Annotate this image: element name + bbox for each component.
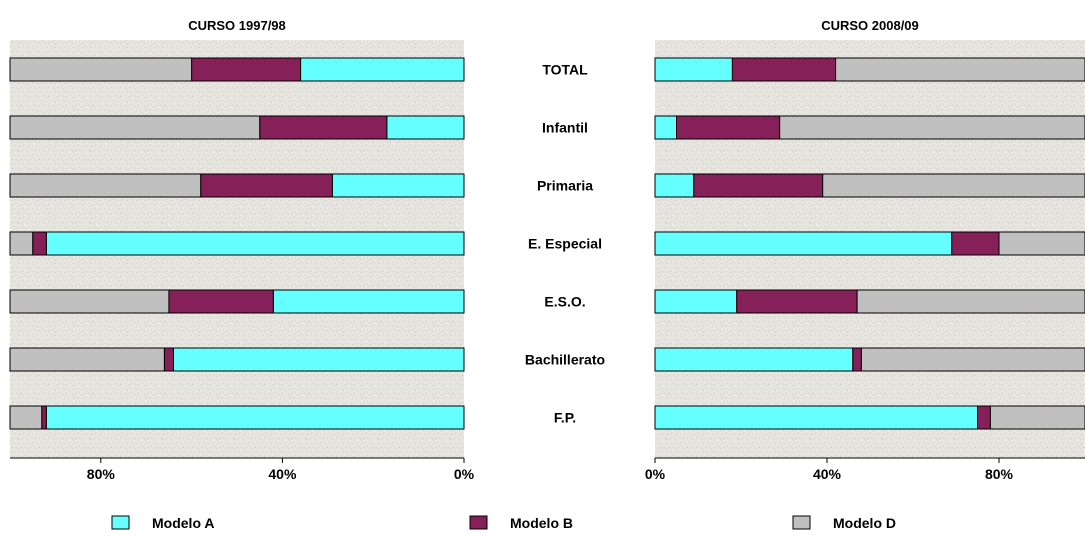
bar-modelo-d-f-p bbox=[9, 405, 43, 430]
bar-modelo-d-primaria bbox=[9, 173, 202, 198]
chart-title: CURSO 2008/09 bbox=[821, 18, 919, 33]
chart-panel-2: CURSO 2008/09 0% 40% 80% bbox=[645, 18, 1085, 482]
bar-modelo-a-infantil bbox=[654, 115, 677, 140]
bar-modelo-a-e-especial bbox=[45, 231, 465, 256]
tick-label: 0% bbox=[454, 466, 475, 482]
legend-label-modelo-d: Modelo D bbox=[833, 515, 896, 531]
bar-modelo-a-total bbox=[300, 57, 465, 82]
bar-modelo-b-primaria bbox=[200, 173, 333, 198]
bar-modelo-a-e-especial bbox=[654, 231, 953, 256]
bar-modelo-d-f-p bbox=[989, 405, 1085, 430]
category-labels: TOTAL Infantil Primaria E. Especial E.S.O. Ba… bbox=[525, 62, 605, 426]
bar-modelo-a-e-s-o bbox=[272, 289, 465, 314]
bar-modelo-b-primaria bbox=[693, 173, 824, 198]
category-label-total: TOTAL bbox=[542, 62, 588, 78]
legend-swatch-modelo-b bbox=[469, 515, 488, 530]
bar-modelo-a-e-s-o bbox=[654, 289, 738, 314]
bar-modelo-d-e-especial bbox=[998, 231, 1085, 256]
bar-modelo-d-total bbox=[835, 57, 1085, 82]
bar-modelo-d-e-s-o bbox=[856, 289, 1085, 314]
category-label-primaria: Primaria bbox=[537, 178, 593, 194]
bar-modelo-a-primaria bbox=[331, 173, 465, 198]
legend-swatch-modelo-d bbox=[792, 515, 811, 530]
bar-modelo-b-bachillerato bbox=[852, 347, 862, 372]
bar-modelo-b-bachillerato bbox=[163, 347, 174, 372]
chart-title: CURSO 1997/98 bbox=[188, 18, 286, 33]
tick-label: 40% bbox=[813, 466, 842, 482]
bar-modelo-b-total bbox=[191, 57, 302, 82]
bar-modelo-a-total bbox=[654, 57, 733, 82]
bar-modelo-b-e-especial bbox=[951, 231, 1000, 256]
tick-label: 80% bbox=[985, 466, 1014, 482]
tick-label: 80% bbox=[87, 466, 116, 482]
bar-modelo-d-primaria bbox=[822, 173, 1085, 198]
bar-modelo-d-bachillerato bbox=[9, 347, 165, 372]
bar-modelo-d-infantil bbox=[779, 115, 1085, 140]
bar-modelo-a-bachillerato bbox=[654, 347, 854, 372]
chart-panel-1: CURSO 1997/98 80% 40% 0% bbox=[9, 18, 475, 482]
bar-modelo-b-e-especial bbox=[32, 231, 47, 256]
bar-modelo-b-e-s-o bbox=[736, 289, 858, 314]
category-label-f-p: F.P. bbox=[554, 410, 576, 426]
category-label-infantil: Infantil bbox=[542, 120, 588, 136]
legend-label-modelo-a: Modelo A bbox=[152, 515, 214, 531]
tick-label: 0% bbox=[645, 466, 666, 482]
bar-modelo-b-total bbox=[731, 57, 837, 82]
bar-modelo-d-e-especial bbox=[9, 231, 34, 256]
bar-modelo-a-infantil bbox=[386, 115, 465, 140]
bar-modelo-d-e-s-o bbox=[9, 289, 170, 314]
bar-modelo-a-f-p bbox=[45, 405, 465, 430]
bar-modelo-b-f-p bbox=[41, 405, 47, 430]
bar-modelo-b-f-p bbox=[977, 405, 991, 430]
bar-modelo-b-infantil bbox=[259, 115, 388, 140]
legend: Modelo A Modelo B Modelo D bbox=[111, 515, 896, 531]
category-label-e-s-o: E.S.O. bbox=[544, 294, 585, 310]
legend-label-modelo-b: Modelo B bbox=[510, 515, 573, 531]
bar-modelo-d-bachillerato bbox=[860, 347, 1085, 372]
tick-label: 40% bbox=[268, 466, 297, 482]
legend-swatch-modelo-a bbox=[111, 515, 130, 530]
bar-modelo-a-bachillerato bbox=[172, 347, 465, 372]
bar-modelo-b-infantil bbox=[676, 115, 781, 140]
category-label-bachillerato: Bachillerato bbox=[525, 352, 605, 368]
bar-modelo-d-infantil bbox=[9, 115, 261, 140]
bar-modelo-b-e-s-o bbox=[168, 289, 274, 314]
bar-modelo-a-primaria bbox=[654, 173, 695, 198]
category-label-e-especial: E. Especial bbox=[528, 236, 602, 252]
bar-modelo-a-f-p bbox=[654, 405, 978, 430]
bar-modelo-d-total bbox=[9, 57, 193, 82]
